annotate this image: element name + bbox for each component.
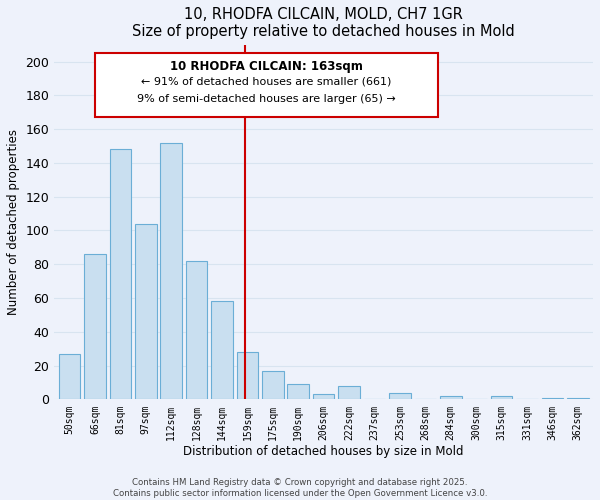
Bar	[542, 398, 563, 400]
Bar	[567, 398, 589, 400]
Bar	[59, 354, 80, 400]
Title: 10, RHODFA CILCAIN, MOLD, CH7 1GR
Size of property relative to detached houses i: 10, RHODFA CILCAIN, MOLD, CH7 1GR Size o…	[132, 7, 515, 40]
Bar	[84, 254, 106, 400]
Bar	[236, 352, 258, 400]
Bar	[110, 150, 131, 400]
Y-axis label: Number of detached properties: Number of detached properties	[7, 129, 20, 315]
Bar	[160, 142, 182, 400]
Bar	[491, 396, 512, 400]
Bar	[135, 224, 157, 400]
Bar	[440, 396, 461, 400]
Bar	[186, 261, 208, 400]
Bar	[211, 302, 233, 400]
Bar	[389, 392, 410, 400]
Bar	[338, 386, 360, 400]
Text: 9% of semi-detached houses are larger (65) →: 9% of semi-detached houses are larger (6…	[137, 94, 396, 104]
Text: 10 RHODFA CILCAIN: 163sqm: 10 RHODFA CILCAIN: 163sqm	[170, 60, 363, 73]
Text: Contains HM Land Registry data © Crown copyright and database right 2025.
Contai: Contains HM Land Registry data © Crown c…	[113, 478, 487, 498]
X-axis label: Distribution of detached houses by size in Mold: Distribution of detached houses by size …	[184, 445, 464, 458]
Bar	[287, 384, 309, 400]
FancyBboxPatch shape	[95, 53, 438, 118]
Bar	[262, 370, 284, 400]
Text: ← 91% of detached houses are smaller (661): ← 91% of detached houses are smaller (66…	[141, 77, 392, 87]
Bar	[313, 394, 334, 400]
